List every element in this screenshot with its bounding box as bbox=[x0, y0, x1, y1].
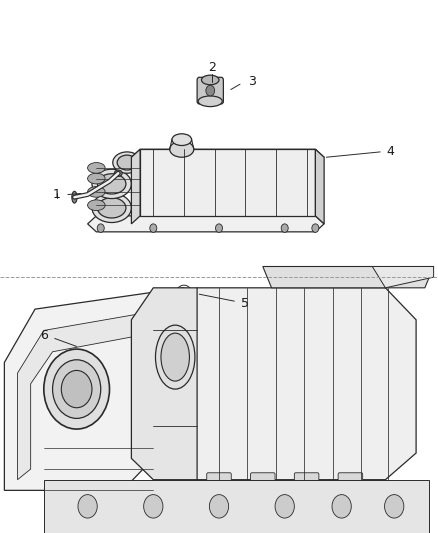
Polygon shape bbox=[18, 309, 166, 480]
Circle shape bbox=[150, 224, 157, 232]
Circle shape bbox=[298, 314, 333, 357]
Circle shape bbox=[53, 360, 101, 418]
Circle shape bbox=[275, 495, 294, 518]
Polygon shape bbox=[131, 149, 324, 165]
Ellipse shape bbox=[161, 333, 190, 381]
Circle shape bbox=[287, 301, 344, 370]
FancyBboxPatch shape bbox=[207, 473, 231, 497]
Ellipse shape bbox=[97, 198, 126, 218]
Ellipse shape bbox=[155, 325, 195, 389]
FancyBboxPatch shape bbox=[338, 473, 363, 497]
Ellipse shape bbox=[201, 75, 219, 85]
Ellipse shape bbox=[117, 155, 137, 170]
Polygon shape bbox=[44, 480, 429, 533]
Circle shape bbox=[385, 495, 404, 518]
FancyBboxPatch shape bbox=[251, 473, 275, 497]
Polygon shape bbox=[140, 149, 315, 216]
Circle shape bbox=[281, 224, 288, 232]
Text: 4: 4 bbox=[386, 146, 394, 158]
Text: 6: 6 bbox=[40, 329, 48, 342]
Ellipse shape bbox=[172, 134, 191, 146]
Ellipse shape bbox=[88, 173, 105, 184]
Ellipse shape bbox=[88, 187, 105, 197]
Ellipse shape bbox=[88, 200, 105, 211]
Ellipse shape bbox=[114, 170, 122, 176]
Polygon shape bbox=[315, 149, 324, 224]
Circle shape bbox=[97, 224, 104, 232]
Ellipse shape bbox=[198, 96, 222, 107]
Polygon shape bbox=[263, 266, 434, 288]
FancyBboxPatch shape bbox=[294, 473, 319, 497]
Polygon shape bbox=[131, 288, 197, 480]
Polygon shape bbox=[4, 288, 184, 490]
Circle shape bbox=[78, 495, 97, 518]
Polygon shape bbox=[88, 216, 324, 232]
Ellipse shape bbox=[92, 169, 131, 199]
Circle shape bbox=[215, 224, 223, 232]
Ellipse shape bbox=[97, 174, 126, 194]
Polygon shape bbox=[166, 288, 416, 480]
Text: 1: 1 bbox=[53, 188, 61, 201]
Ellipse shape bbox=[113, 152, 141, 173]
Circle shape bbox=[61, 370, 92, 408]
Circle shape bbox=[332, 495, 351, 518]
Circle shape bbox=[44, 349, 110, 429]
Text: 2: 2 bbox=[208, 61, 216, 74]
Ellipse shape bbox=[72, 191, 77, 203]
FancyBboxPatch shape bbox=[197, 77, 223, 104]
Ellipse shape bbox=[92, 193, 131, 223]
Text: 5: 5 bbox=[241, 297, 249, 310]
Circle shape bbox=[312, 224, 319, 232]
Circle shape bbox=[179, 289, 189, 302]
Polygon shape bbox=[131, 149, 140, 224]
Ellipse shape bbox=[170, 141, 194, 157]
Text: 3: 3 bbox=[248, 75, 256, 88]
Circle shape bbox=[278, 290, 353, 381]
Circle shape bbox=[206, 85, 215, 96]
Circle shape bbox=[209, 495, 229, 518]
Circle shape bbox=[144, 495, 163, 518]
Polygon shape bbox=[372, 266, 434, 288]
Ellipse shape bbox=[88, 163, 105, 173]
